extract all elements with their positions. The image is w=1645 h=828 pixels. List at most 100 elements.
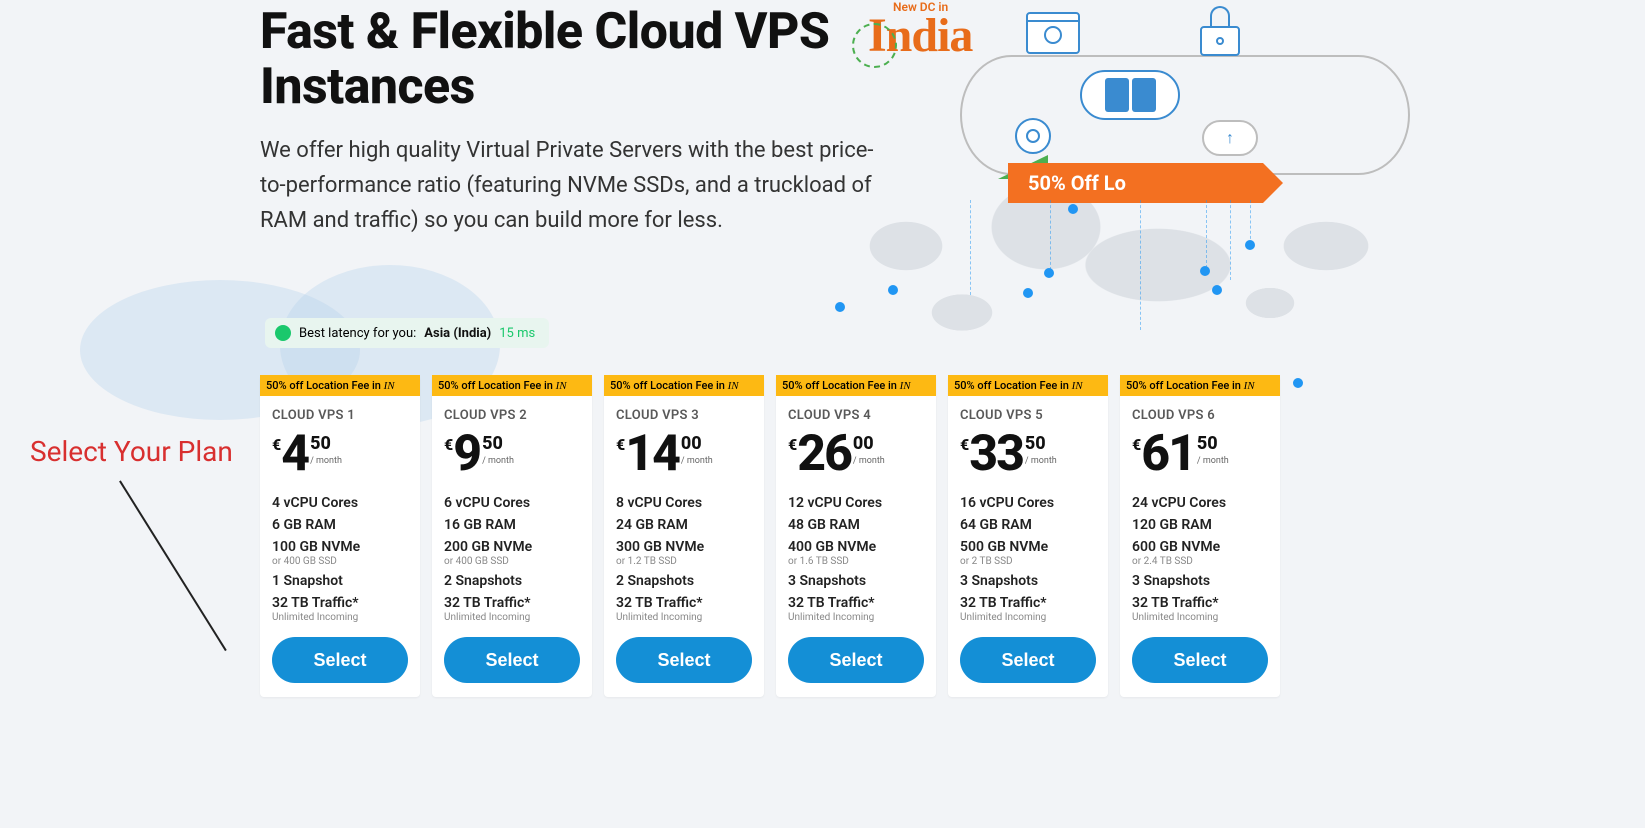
select-button[interactable]: Select: [616, 637, 752, 683]
browser-icon: [1026, 12, 1080, 54]
plan-storage-alt: or 1.2 TB SSD: [616, 556, 752, 567]
promo-banner-text: 50% Off Lo: [1008, 163, 1263, 203]
price-fraction: 50: [482, 433, 514, 454]
plan-promo-badge: 50% off Location Fee in IN: [1120, 375, 1280, 396]
plan-storage: 400 GB NVMe: [788, 539, 924, 555]
plan-price: € 33 50 / month: [960, 429, 1096, 479]
plan-price: € 14 00 / month: [616, 429, 752, 479]
plan-traffic: 32 TB Traffic*: [788, 595, 924, 611]
select-button[interactable]: Select: [272, 637, 408, 683]
plans-row: 50% off Location Fee in IN CLOUD VPS 1 €…: [260, 375, 1280, 697]
price-currency: €: [444, 435, 453, 454]
plan-ram: 120 GB RAM: [1132, 517, 1268, 533]
select-button[interactable]: Select: [788, 637, 924, 683]
price-currency: €: [960, 435, 969, 454]
promo-text: 50% off Location Fee in: [954, 379, 1072, 392]
plan-traffic: 32 TB Traffic*: [272, 595, 408, 611]
promo-suffix: IN: [1072, 380, 1083, 392]
latency-pill: Best latency for you: Asia (India) 15 ms: [265, 318, 549, 348]
plan-promo-badge: 50% off Location Fee in IN: [604, 375, 764, 396]
price-period: / month: [1197, 456, 1229, 466]
plan-name: CLOUD VPS 3: [616, 408, 752, 423]
price-integer: 14: [625, 429, 679, 479]
plan-card: 50% off Location Fee in IN CLOUD VPS 3 €…: [604, 375, 764, 697]
plan-name: CLOUD VPS 4: [788, 408, 924, 423]
plan-traffic: 32 TB Traffic*: [960, 595, 1096, 611]
select-button[interactable]: Select: [444, 637, 580, 683]
plan-traffic-sub: Unlimited Incoming: [788, 612, 924, 623]
plan-ram: 6 GB RAM: [272, 517, 408, 533]
plan-traffic-sub: Unlimited Incoming: [272, 612, 408, 623]
plan-ram: 16 GB RAM: [444, 517, 580, 533]
price-fraction: 00: [853, 433, 885, 454]
lock-icon: [1200, 6, 1240, 56]
plan-name: CLOUD VPS 5: [960, 408, 1096, 423]
latency-ms: 15 ms: [499, 326, 535, 341]
plan-price: € 61 50 / month: [1132, 429, 1268, 479]
plan-traffic: 32 TB Traffic*: [616, 595, 752, 611]
server-cloud-icon: [1080, 60, 1180, 140]
promo-text: 50% off Location Fee in: [266, 379, 384, 392]
plan-storage-alt: or 2 TB SSD: [960, 556, 1096, 567]
plan-card: 50% off Location Fee in IN CLOUD VPS 5 €…: [948, 375, 1108, 697]
price-fraction: 50: [1197, 433, 1229, 454]
plan-promo-badge: 50% off Location Fee in IN: [776, 375, 936, 396]
price-period: / month: [681, 456, 713, 466]
price-integer: 26: [797, 429, 851, 479]
plan-storage-alt: or 400 GB SSD: [444, 556, 580, 567]
plan-cpu: 4 vCPU Cores: [272, 495, 408, 511]
price-currency: €: [272, 435, 281, 454]
latency-region: Asia (India): [424, 326, 491, 341]
plan-price: € 26 00 / month: [788, 429, 924, 479]
plan-promo-badge: 50% off Location Fee in IN: [260, 375, 420, 396]
plan-name: CLOUD VPS 1: [272, 408, 408, 423]
plan-storage: 500 GB NVMe: [960, 539, 1096, 555]
map-dot-icon: [1293, 378, 1303, 388]
map-dot-icon: [888, 285, 898, 295]
dashed-line-icon: [1206, 200, 1207, 268]
hero-title: Fast & Flexible Cloud VPS Instances: [260, 5, 880, 115]
plan-card: 50% off Location Fee in IN CLOUD VPS 2 €…: [432, 375, 592, 697]
plan-card: 50% off Location Fee in IN CLOUD VPS 1 €…: [260, 375, 420, 697]
plan-traffic-sub: Unlimited Incoming: [616, 612, 752, 623]
map-dot-icon: [1023, 288, 1033, 298]
promo-text: 50% off Location Fee in: [438, 379, 556, 392]
disc-icon: [1015, 118, 1051, 154]
plan-name: CLOUD VPS 2: [444, 408, 580, 423]
select-button[interactable]: Select: [1132, 637, 1268, 683]
plan-ram: 24 GB RAM: [616, 517, 752, 533]
promo-suffix: IN: [900, 380, 911, 392]
price-period: / month: [1025, 456, 1057, 466]
promo-suffix: IN: [728, 380, 739, 392]
plan-storage: 100 GB NVMe: [272, 539, 408, 555]
price-currency: €: [788, 435, 797, 454]
price-currency: €: [616, 435, 625, 454]
latency-label: Best latency for you:: [299, 326, 416, 341]
plan-storage-alt: or 2.4 TB SSD: [1132, 556, 1268, 567]
plan-storage-alt: or 1.6 TB SSD: [788, 556, 924, 567]
gear-icon: [852, 23, 897, 68]
plan-traffic-sub: Unlimited Incoming: [444, 612, 580, 623]
plan-cpu: 24 vCPU Cores: [1132, 495, 1268, 511]
cloud-illustration: New DC in India ↑ 50% Off Lo: [850, 0, 1410, 360]
promo-text: 50% off Location Fee in: [782, 379, 900, 392]
price-period: / month: [482, 456, 514, 466]
plan-storage: 300 GB NVMe: [616, 539, 752, 555]
upload-cloud-icon: ↑: [1202, 120, 1258, 156]
price-fraction: 50: [310, 433, 342, 454]
promo-text: 50% off Location Fee in: [1126, 379, 1244, 392]
dashed-line-icon: [970, 200, 971, 295]
map-dot-icon: [835, 302, 845, 312]
select-button[interactable]: Select: [960, 637, 1096, 683]
hero-section: Fast & Flexible Cloud VPS Instances We o…: [260, 5, 880, 239]
dashed-line-icon: [1230, 200, 1231, 280]
map-dot-icon: [1068, 204, 1078, 214]
plan-cpu: 16 vCPU Cores: [960, 495, 1096, 511]
map-dot-icon: [1212, 285, 1222, 295]
plan-traffic: 32 TB Traffic*: [1132, 595, 1268, 611]
plan-cpu: 12 vCPU Cores: [788, 495, 924, 511]
plan-snapshot: 1 Snapshot: [272, 573, 408, 589]
price-fraction: 00: [681, 433, 713, 454]
plan-traffic-sub: Unlimited Incoming: [1132, 612, 1268, 623]
price-integer: 4: [281, 429, 308, 479]
